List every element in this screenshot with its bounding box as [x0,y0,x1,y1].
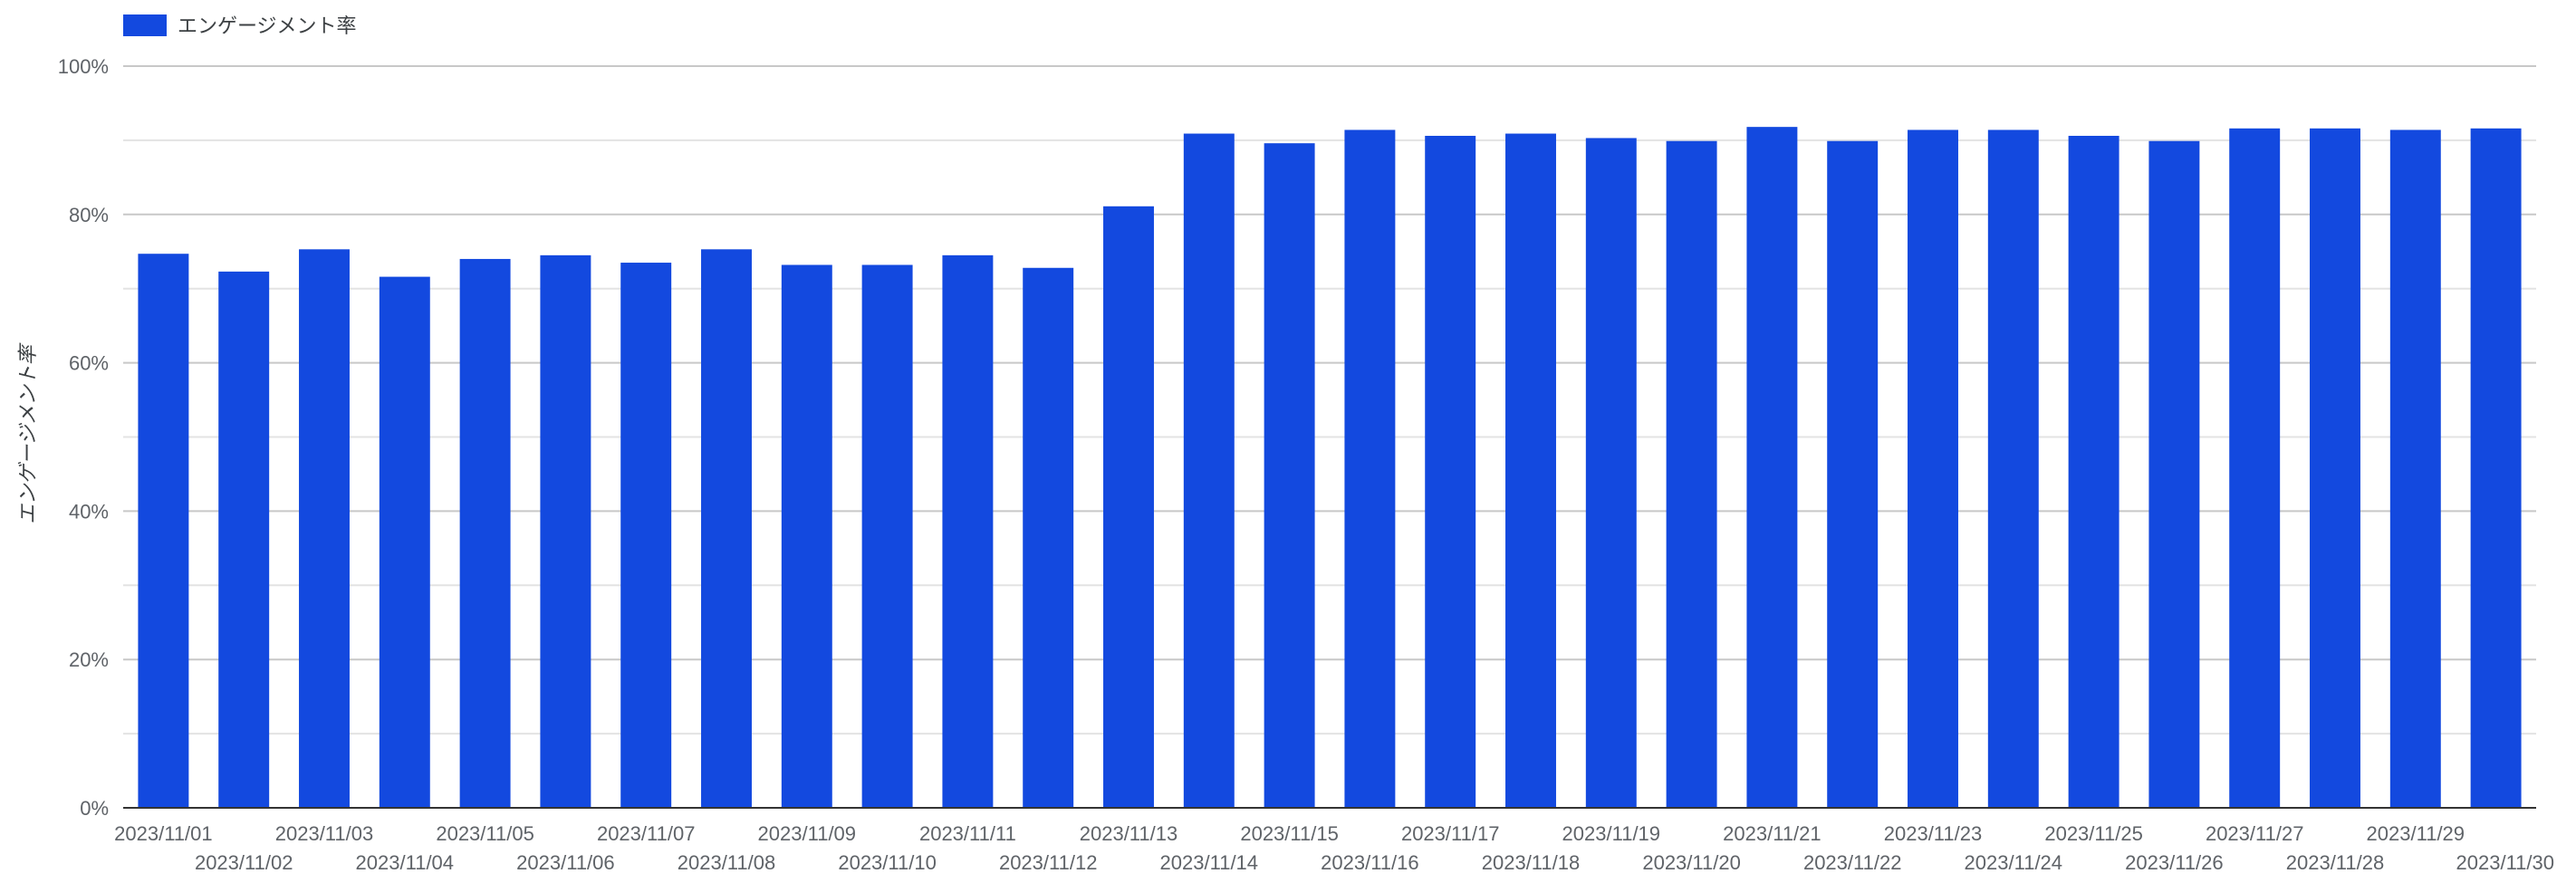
bar[interactable] [1987,130,2039,808]
bar[interactable] [1264,143,1315,808]
legend-swatch[interactable] [123,14,167,36]
x-tick-label: 2023/11/11 [919,822,1016,845]
x-tick-label: 2023/11/15 [1240,822,1338,845]
x-tick-label: 2023/11/06 [516,851,614,874]
bar[interactable] [1183,133,1235,809]
bar[interactable] [1827,140,1879,808]
bar[interactable] [2470,128,2522,808]
x-tick-label: 2023/11/14 [1160,851,1258,874]
bar[interactable] [1103,206,1154,808]
x-tick-label: 2023/11/18 [1482,851,1580,874]
x-tick-label: 2023/11/29 [2367,822,2465,845]
bar[interactable] [379,276,430,808]
bar[interactable] [620,263,672,808]
x-axis-ticks: 2023/11/01 2023/11/02 2023/11/03 2023/11/04… [114,822,2554,874]
y-tick-label: 20% [69,648,109,671]
x-tick-label: 2023/11/05 [436,822,533,845]
bar[interactable] [299,249,350,809]
x-tick-label: 2023/11/02 [195,851,293,874]
bar[interactable] [942,254,994,809]
bar[interactable] [2148,140,2200,808]
bar[interactable] [1908,130,1958,808]
bar[interactable] [701,249,752,809]
bar[interactable] [2229,128,2281,808]
gridlines [123,65,2536,735]
y-tick-label: 40% [69,500,109,523]
y-tick-label: 80% [69,204,109,226]
bar[interactable] [2389,130,2441,808]
bar[interactable] [781,264,832,808]
x-tick-label: 2023/11/12 [999,851,1097,874]
bar[interactable] [1425,135,1476,809]
bar[interactable] [2068,135,2119,809]
y-axis-ticks: 0% 20% 40% 60% 80% 100% [58,55,109,820]
x-tick-label: 2023/11/24 [1965,851,2062,874]
x-tick-label: 2023/11/03 [275,822,373,845]
bar[interactable] [138,254,189,808]
x-tick-label: 2023/11/25 [2044,822,2142,845]
y-tick-label: 0% [80,797,109,820]
bar[interactable] [1505,133,1556,809]
bar[interactable] [1023,267,1074,808]
bar[interactable] [540,254,591,809]
x-tick-label: 2023/11/22 [1803,851,1901,874]
y-tick-label: 60% [69,352,109,375]
x-tick-label: 2023/11/09 [758,822,856,845]
x-tick-label: 2023/11/01 [114,822,212,845]
x-tick-label: 2023/11/23 [1884,822,1982,845]
y-tick-label: 100% [58,55,109,78]
bar[interactable] [1666,140,1717,808]
bar[interactable] [1746,127,1798,808]
x-tick-label: 2023/11/20 [1642,851,1740,874]
bar[interactable] [1344,130,1396,808]
x-tick-label: 2023/11/17 [1401,822,1499,845]
x-tick-label: 2023/11/16 [1321,851,1418,874]
bar[interactable] [861,264,913,808]
x-tick-label: 2023/11/04 [356,851,454,874]
x-tick-label: 2023/11/21 [1723,822,1821,845]
x-tick-label: 2023/11/13 [1080,822,1177,845]
x-tick-label: 2023/11/07 [597,822,695,845]
x-tick-label: 2023/11/26 [2125,851,2223,874]
bar[interactable] [2310,128,2360,808]
x-tick-label: 2023/11/27 [2206,822,2303,845]
x-tick-label: 2023/11/19 [1562,822,1660,845]
x-tick-label: 2023/11/08 [678,851,775,874]
x-tick-label: 2023/11/30 [2456,851,2554,874]
bar[interactable] [1585,138,1637,808]
bar[interactable] [459,258,511,808]
legend-label[interactable]: エンゲージメント率 [178,14,357,37]
x-tick-label: 2023/11/28 [2286,851,2384,874]
x-tick-label: 2023/11/10 [838,851,936,874]
bar[interactable] [218,271,270,808]
y-axis-label: エンゲージメント率 [16,342,39,524]
bars [138,127,2522,809]
